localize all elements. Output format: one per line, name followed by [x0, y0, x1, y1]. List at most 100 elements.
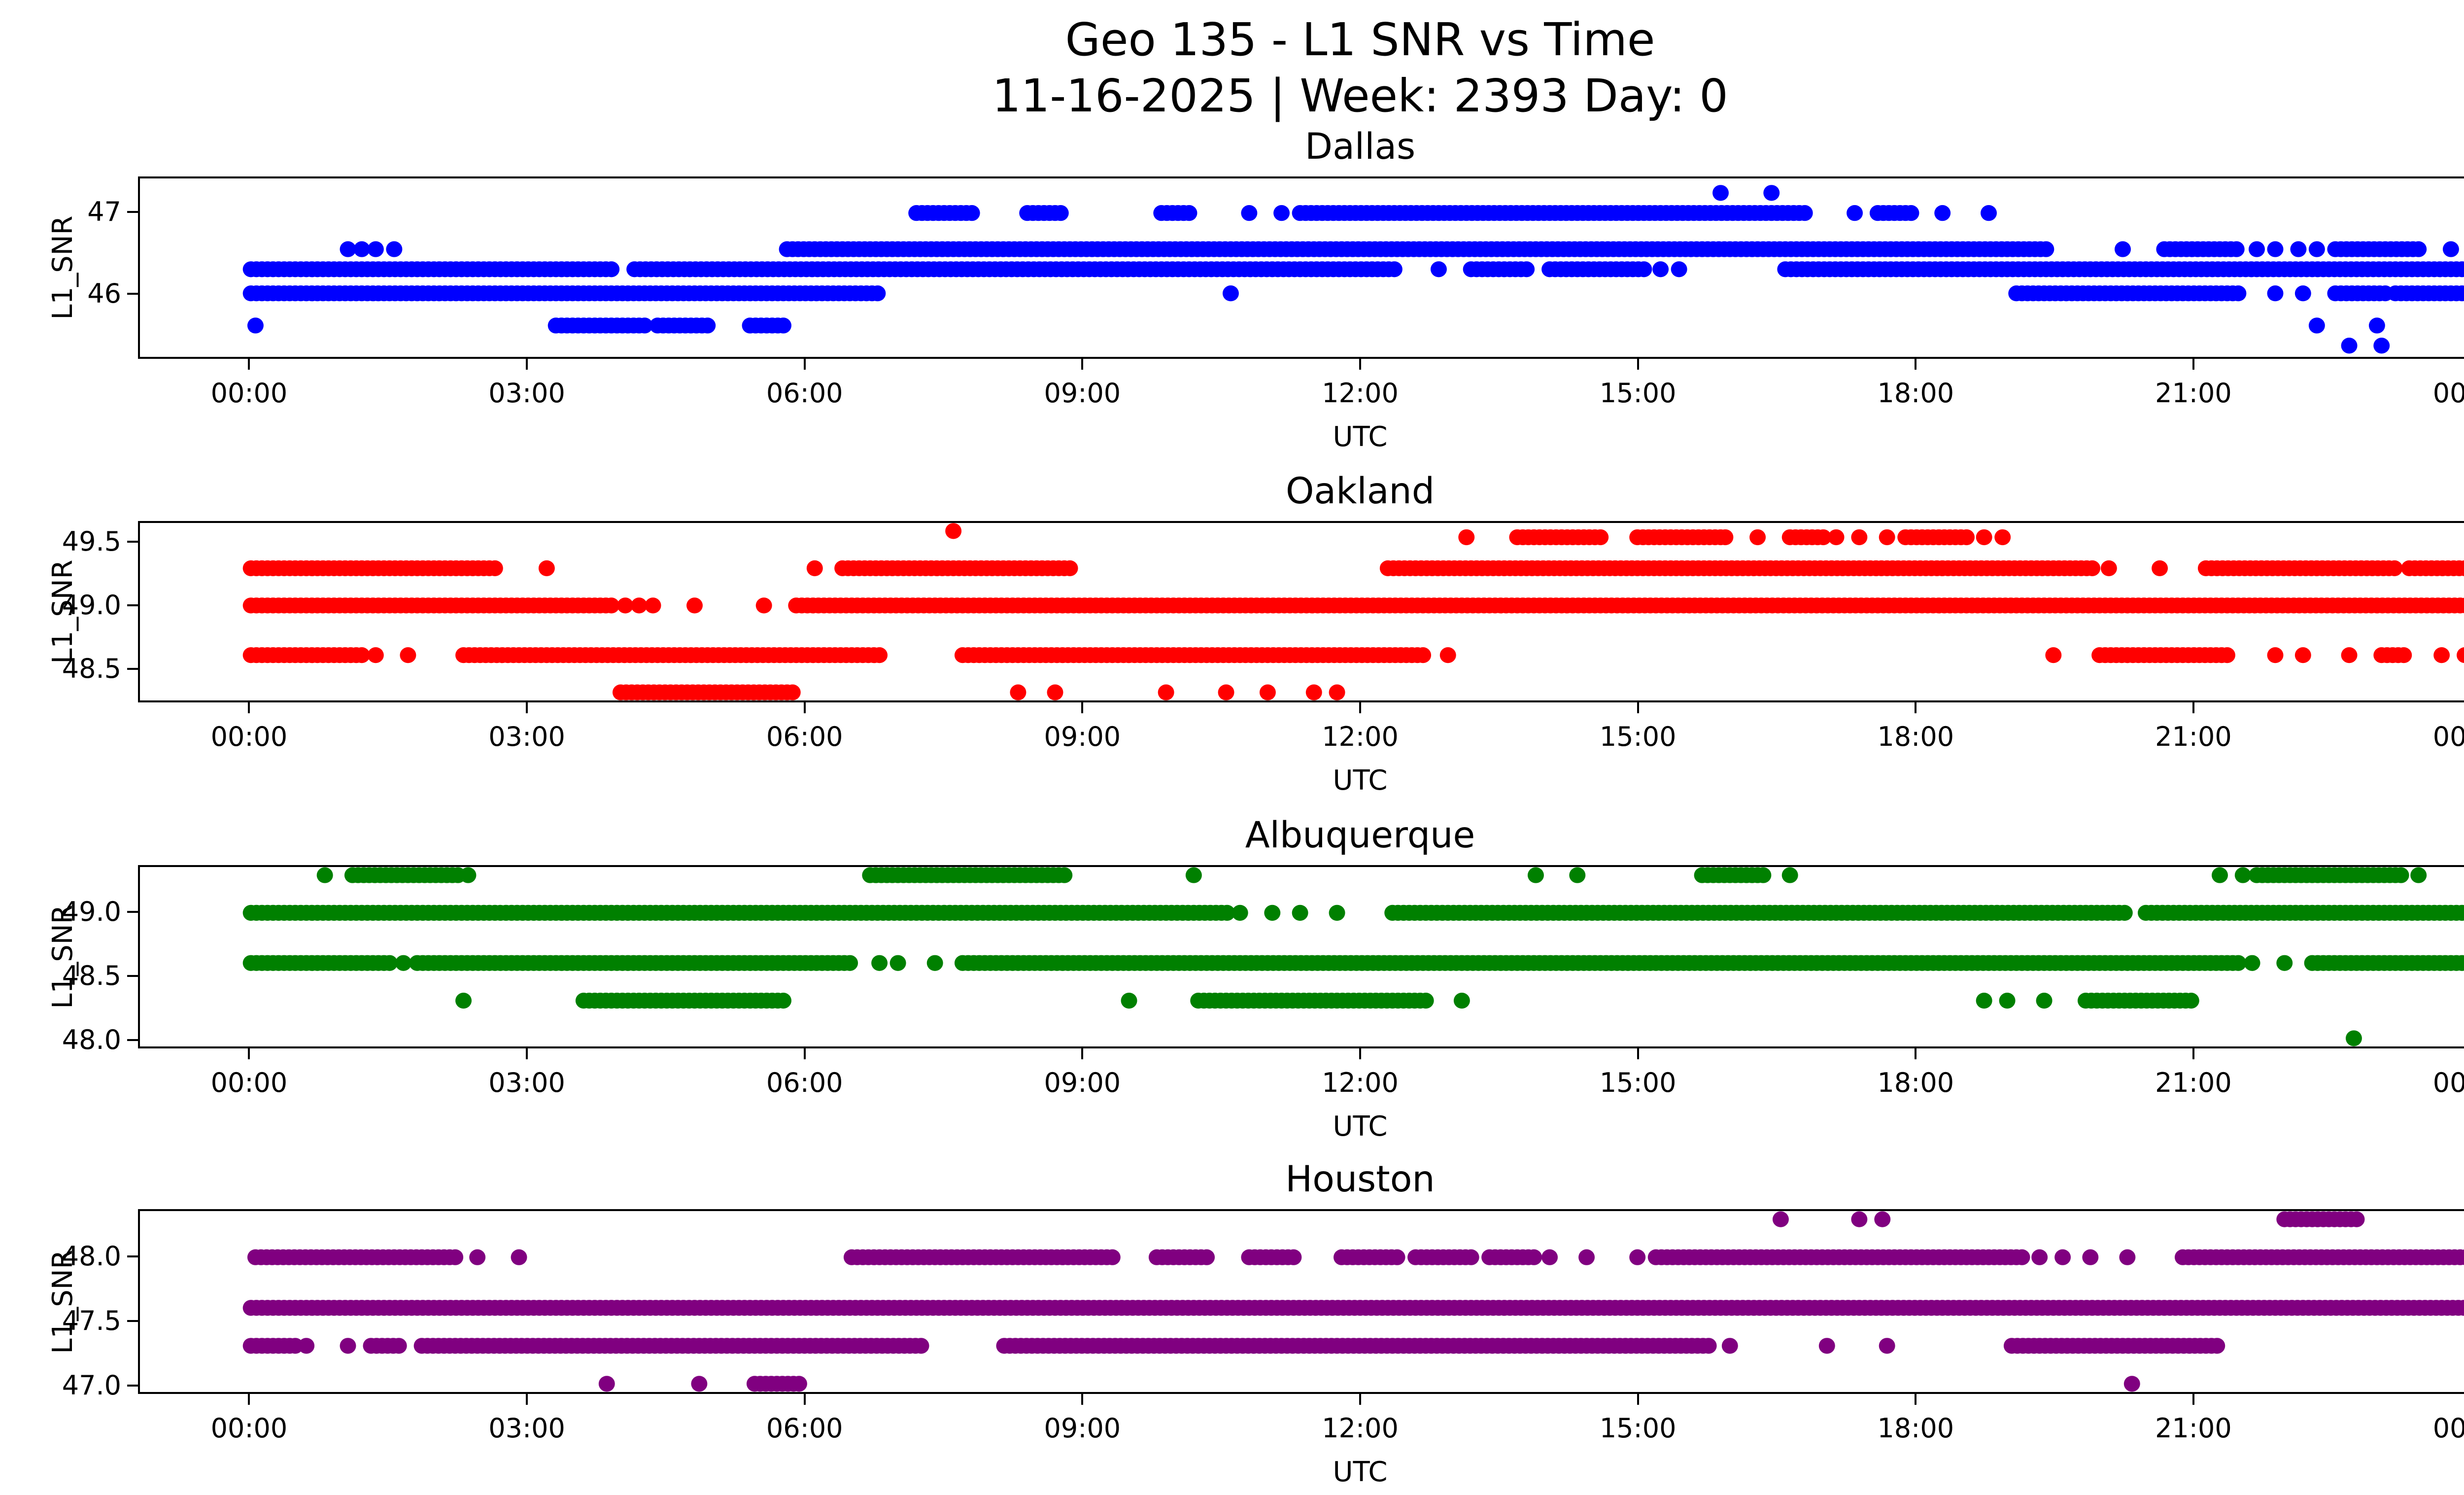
axes-dallas	[138, 176, 2464, 359]
series-row-albuquerque-48.3	[455, 992, 2199, 1009]
series-row-dallas-47	[908, 205, 1997, 221]
y-tick-mark	[127, 293, 138, 295]
x-tick-label: 00:00	[2432, 721, 2464, 752]
x-tick-label: 18:00	[1877, 721, 1954, 752]
x-tick-mark	[2192, 702, 2194, 713]
x-tick-label: 00:00	[2432, 1413, 2464, 1444]
y-tick-label: 49.0	[62, 896, 121, 927]
x-tick-mark	[248, 1394, 250, 1405]
x-tick-mark	[1915, 1048, 1917, 1059]
x-tick-label: 00:00	[210, 1067, 288, 1098]
x-tick-mark	[248, 702, 250, 713]
suptitle-line1: Geo 135 - L1 SNR vs Time	[1065, 13, 1655, 66]
x-tick-mark	[1081, 359, 1084, 370]
y-tick-label: 48.0	[62, 1240, 121, 1272]
y-tick-label: 47.0	[62, 1369, 121, 1401]
x-tick-mark	[2192, 1048, 2194, 1059]
figure-suptitle: Geo 135 - L1 SNR vs Time 11-16-2025 | We…	[138, 12, 2464, 124]
series-row-oakland-48.3	[612, 684, 1345, 700]
x-tick-mark	[1637, 1394, 1639, 1405]
x-axis-label-oakland: UTC	[1333, 765, 1388, 797]
scatter-canvas-albuquerque	[242, 867, 2464, 1046]
series-row-houston-48.3	[1772, 1211, 2365, 1227]
x-tick-label: 06:00	[766, 378, 843, 409]
x-tick-mark	[1359, 702, 1361, 713]
x-tick-mark	[1637, 702, 1639, 713]
y-tick-mark	[127, 910, 138, 913]
x-tick-label: 09:00	[1044, 721, 1121, 752]
x-tick-mark	[803, 1048, 806, 1059]
x-tick-mark	[803, 1394, 806, 1405]
series-row-oakland-49.3	[242, 560, 2464, 576]
x-tick-label: 15:00	[1599, 1413, 1677, 1444]
x-tick-label: 09:00	[1044, 378, 1121, 409]
x-tick-mark	[2192, 359, 2194, 370]
x-tick-mark	[1637, 1048, 1639, 1059]
y-tick-label: 46	[87, 278, 121, 310]
x-tick-mark	[526, 359, 528, 370]
axes-oakland	[138, 521, 2464, 702]
x-tick-label: 00:00	[210, 721, 288, 752]
x-tick-mark	[526, 1048, 528, 1059]
x-tick-mark	[1915, 1394, 1917, 1405]
x-tick-mark	[2192, 1394, 2194, 1405]
series-row-dallas-46	[242, 285, 2464, 302]
x-tick-label: 03:00	[488, 378, 565, 409]
y-tick-mark	[127, 604, 138, 607]
series-row-houston-47	[598, 1376, 2140, 1392]
x-tick-mark	[1359, 359, 1361, 370]
x-tick-mark	[526, 702, 528, 713]
series-row-albuquerque-48	[2345, 1030, 2362, 1046]
series-row-oakland-49.55	[1458, 529, 2011, 546]
x-tick-label: 18:00	[1877, 1413, 1954, 1444]
y-tick-label: 49.5	[62, 526, 121, 557]
subplot-title-oakland: Oakland	[1285, 470, 1435, 512]
subplot-title-albuquerque: Albuquerque	[1245, 814, 1475, 856]
y-axis-label-houston: L1_SNR	[47, 1249, 79, 1354]
axes-houston	[138, 1209, 2464, 1394]
x-tick-mark	[803, 359, 806, 370]
scatter-canvas-oakland	[242, 523, 2464, 700]
x-tick-mark	[1359, 1394, 1361, 1405]
y-tick-mark	[127, 975, 138, 977]
suptitle-line2: 11-16-2025 | Week: 2393 Day: 0	[992, 70, 1728, 122]
series-row-dallas-46.3	[242, 261, 2464, 278]
x-tick-label: 15:00	[1599, 378, 1677, 409]
x-tick-label: 21:00	[2155, 721, 2232, 752]
x-axis-label-houston: UTC	[1333, 1456, 1388, 1488]
x-tick-label: 21:00	[2155, 1413, 2232, 1444]
subplot-title-houston: Houston	[1285, 1158, 1435, 1200]
y-tick-mark	[127, 667, 138, 670]
x-tick-mark	[803, 702, 806, 713]
x-tick-label: 12:00	[1322, 1413, 1399, 1444]
y-tick-mark	[127, 1255, 138, 1257]
x-tick-label: 03:00	[488, 1067, 565, 1098]
y-axis-label-oakland: L1_SNR	[47, 559, 79, 664]
x-tick-label: 21:00	[2155, 1067, 2232, 1098]
x-tick-label: 12:00	[1322, 1067, 1399, 1098]
x-tick-label: 03:00	[488, 721, 565, 752]
x-tick-label: 03:00	[488, 1413, 565, 1444]
series-row-oakland-49	[242, 597, 2464, 614]
x-tick-label: 06:00	[766, 721, 843, 752]
series-row-dallas-45.35	[2341, 338, 2390, 354]
series-row-oakland-48.6	[242, 647, 2464, 663]
series-row-dallas-46.55	[340, 241, 2459, 257]
x-tick-mark	[1081, 1394, 1084, 1405]
x-tick-mark	[1915, 702, 1917, 713]
x-tick-label: 06:00	[766, 1413, 843, 1444]
x-tick-label: 18:00	[1877, 1067, 1954, 1098]
y-tick-label: 48.5	[62, 960, 121, 992]
x-tick-label: 15:00	[1599, 721, 1677, 752]
series-row-houston-47.6	[242, 1300, 2464, 1316]
series-row-dallas-47.25	[1712, 185, 1780, 201]
y-axis-label-albuquerque: L1_SNR	[47, 904, 79, 1009]
y-tick-label: 47	[87, 196, 121, 227]
x-axis-label-albuquerque: UTC	[1333, 1111, 1388, 1143]
y-tick-label: 48.5	[62, 653, 121, 684]
series-row-albuquerque-48.6	[242, 955, 2464, 971]
x-tick-label: 06:00	[766, 1067, 843, 1098]
x-tick-label: 15:00	[1599, 1067, 1677, 1098]
x-axis-label-dallas: UTC	[1333, 421, 1388, 453]
y-tick-mark	[127, 210, 138, 213]
